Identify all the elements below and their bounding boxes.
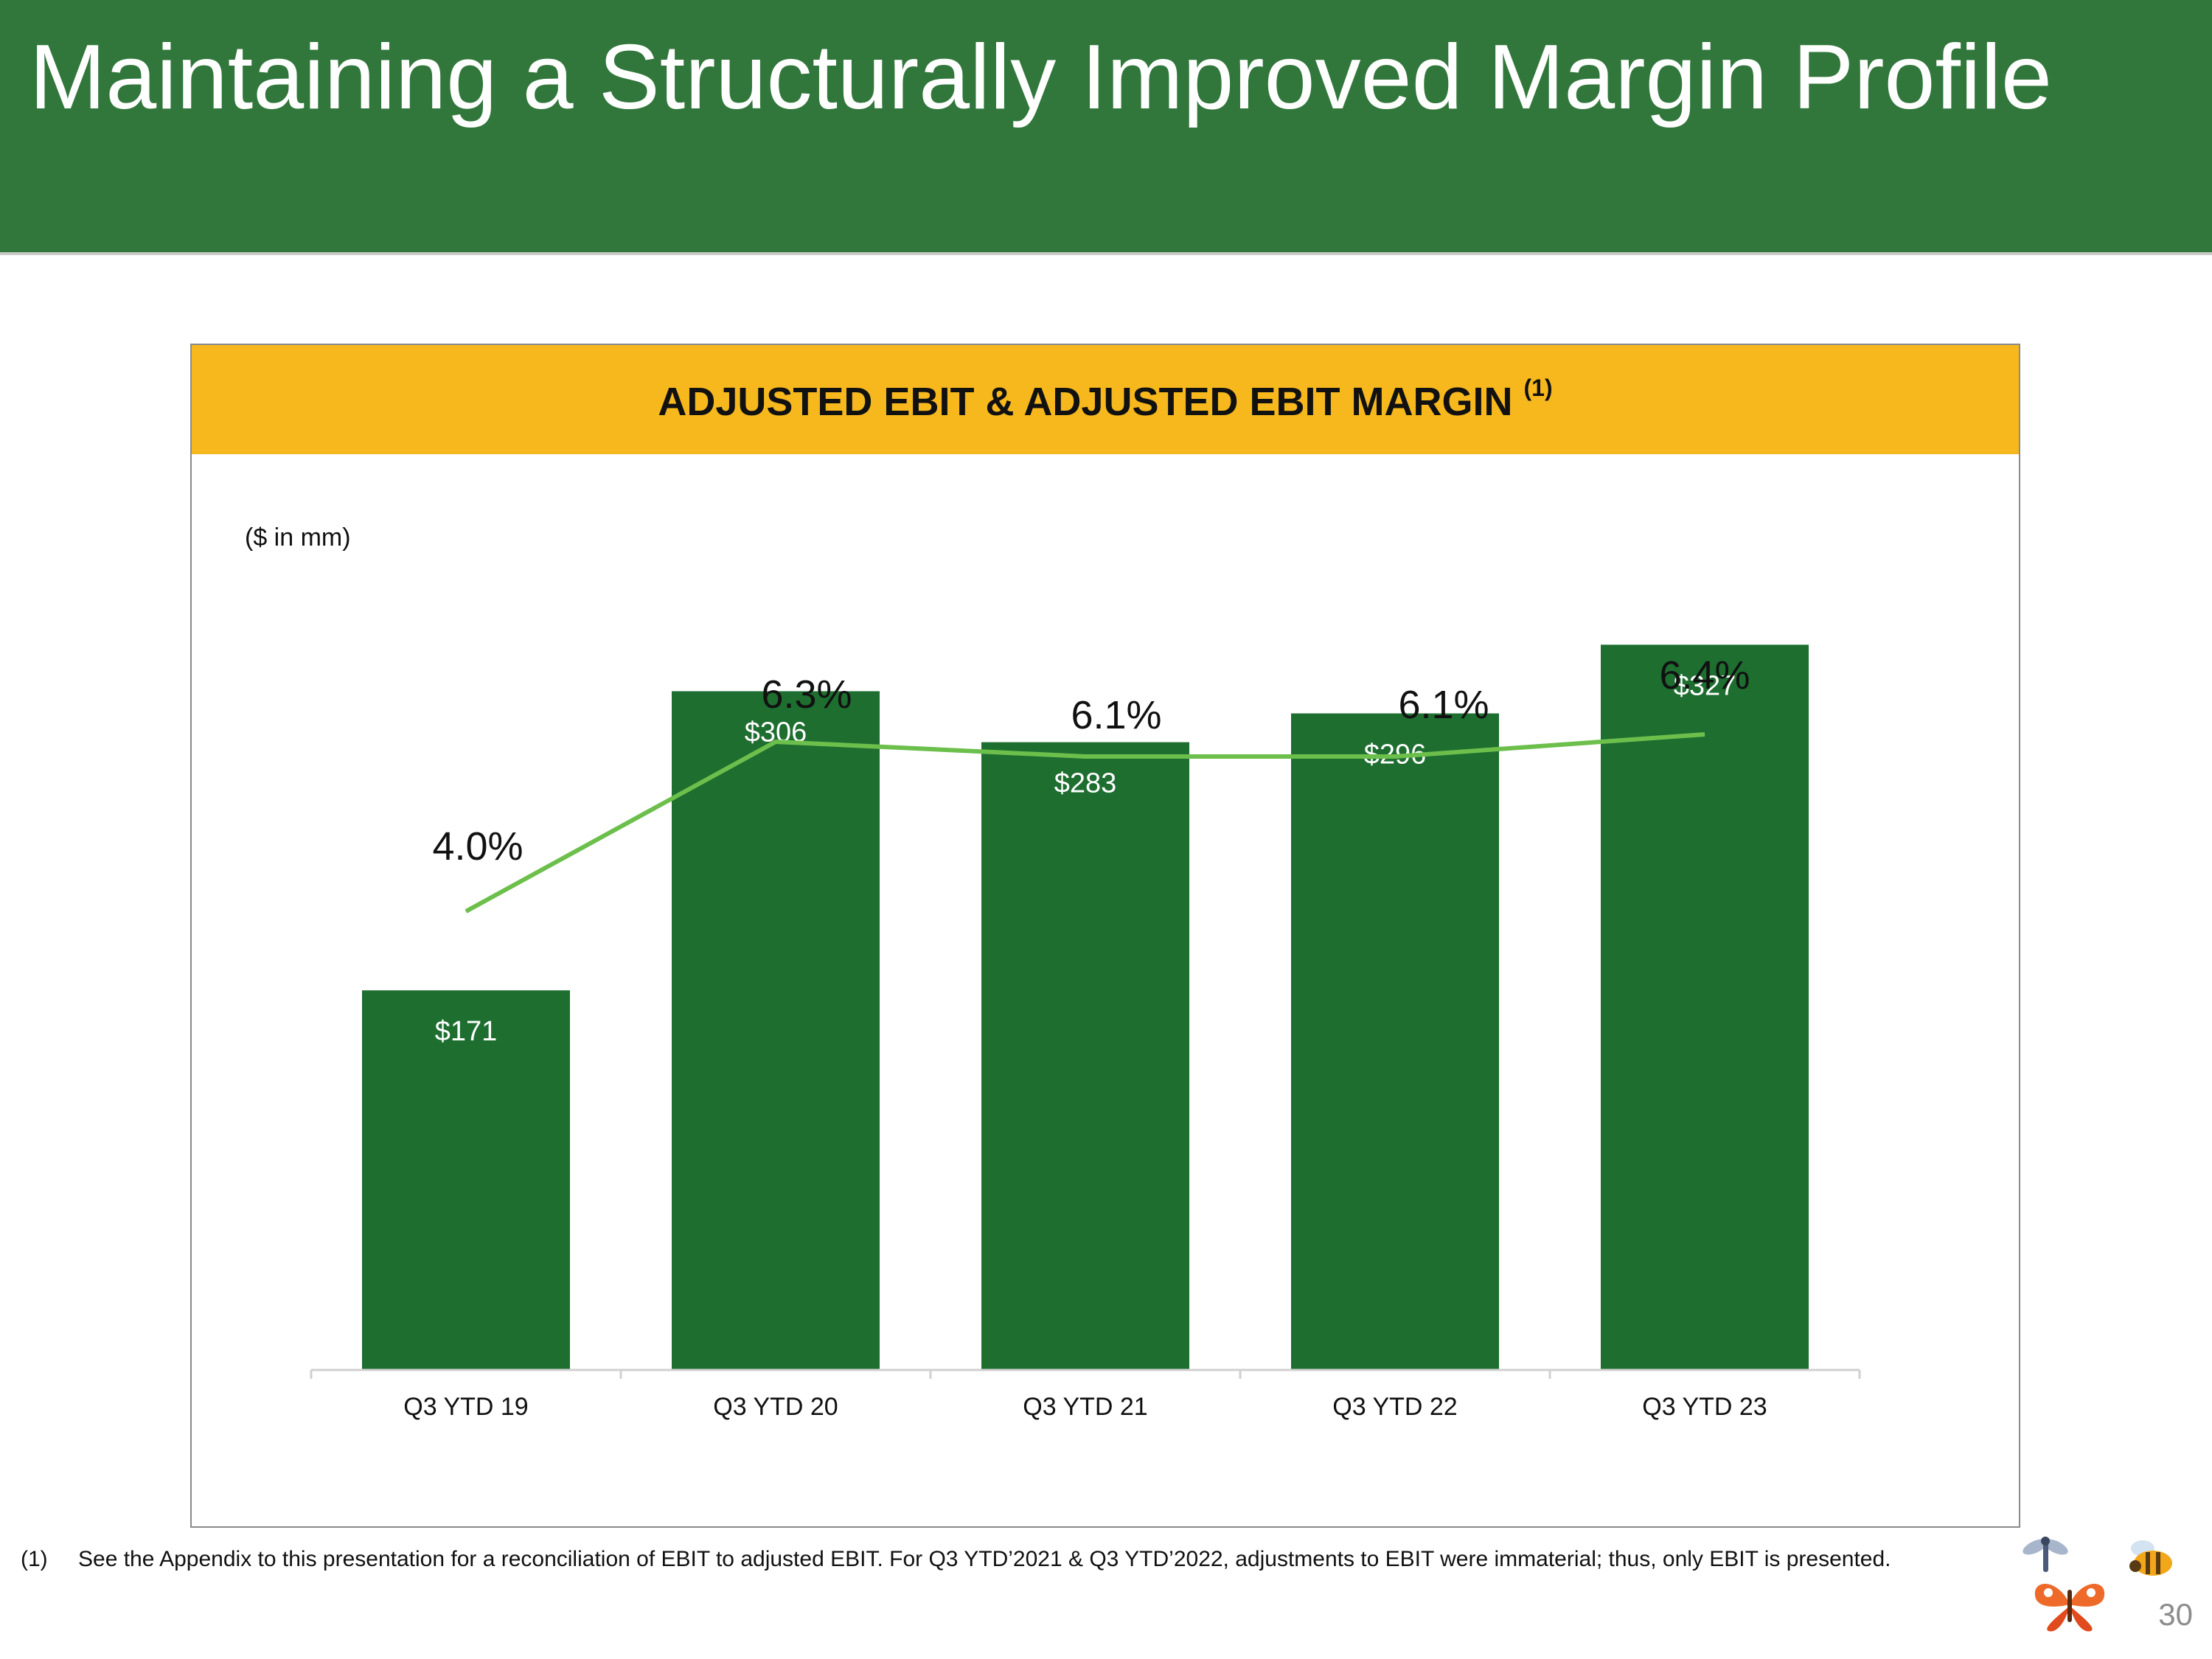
title-divider xyxy=(0,252,2212,255)
bee-icon xyxy=(2129,1540,2172,1576)
title-banner: Maintaining a Structurally Improved Marg… xyxy=(0,0,2212,252)
bar xyxy=(1291,713,1499,1369)
chart-title-band: ADJUSTED EBIT & ADJUSTED EBIT MARGIN (1) xyxy=(192,345,2019,454)
bar xyxy=(1601,644,1809,1369)
footnote-number: (1) xyxy=(21,1547,48,1571)
bar xyxy=(362,990,570,1369)
chart-plot: Q3 YTD 19 Q3 YTD 20 Q3 YTD 21 Q3 YTD 22 Q3 Y… xyxy=(310,644,1861,1421)
margin-value-label: 6.1% xyxy=(1398,683,1489,727)
margin-value-label: 6.1% xyxy=(1071,693,1161,737)
slide-title: Maintaining a Structurally Improved Marg… xyxy=(29,27,2052,128)
bar-value-label: $283 xyxy=(1054,768,1117,799)
bar xyxy=(672,691,880,1369)
chart-title-footnote-marker: (1) xyxy=(1523,375,1553,401)
chart-title-text: ADJUSTED EBIT & ADJUSTED EBIT MARGIN xyxy=(658,380,1513,424)
units-label: ($ in mm) xyxy=(245,524,351,552)
page-number: 30 xyxy=(2158,1597,2193,1632)
dragonfly-icon xyxy=(2023,1537,2068,1572)
margin-value-label: 4.0% xyxy=(432,824,523,869)
x-tick-label: Q3 YTD 20 xyxy=(713,1393,838,1421)
chart-panel: ADJUSTED EBIT & ADJUSTED EBIT MARGIN (1)… xyxy=(190,344,2020,1528)
bar-value-label: $327 xyxy=(1674,670,1736,701)
x-tick-label: Q3 YTD 23 xyxy=(1642,1393,1767,1421)
bar xyxy=(981,742,1189,1369)
x-tick-label: Q3 YTD 19 xyxy=(403,1393,528,1421)
bar-value-label: $171 xyxy=(435,1016,498,1047)
chart-title: ADJUSTED EBIT & ADJUSTED EBIT MARGIN (1) xyxy=(658,375,1552,425)
butterfly-icon xyxy=(2034,1584,2105,1632)
x-tick-label: Q3 YTD 22 xyxy=(1332,1393,1457,1421)
margin-point xyxy=(465,911,467,912)
margin-value-label: 6.3% xyxy=(761,672,852,717)
margin-value-label: 6.4% xyxy=(1659,653,1750,698)
footnote-text: See the Appendix to this presentation fo… xyxy=(78,1547,1891,1571)
x-tick-label: Q3 YTD 21 xyxy=(1023,1393,1147,1421)
